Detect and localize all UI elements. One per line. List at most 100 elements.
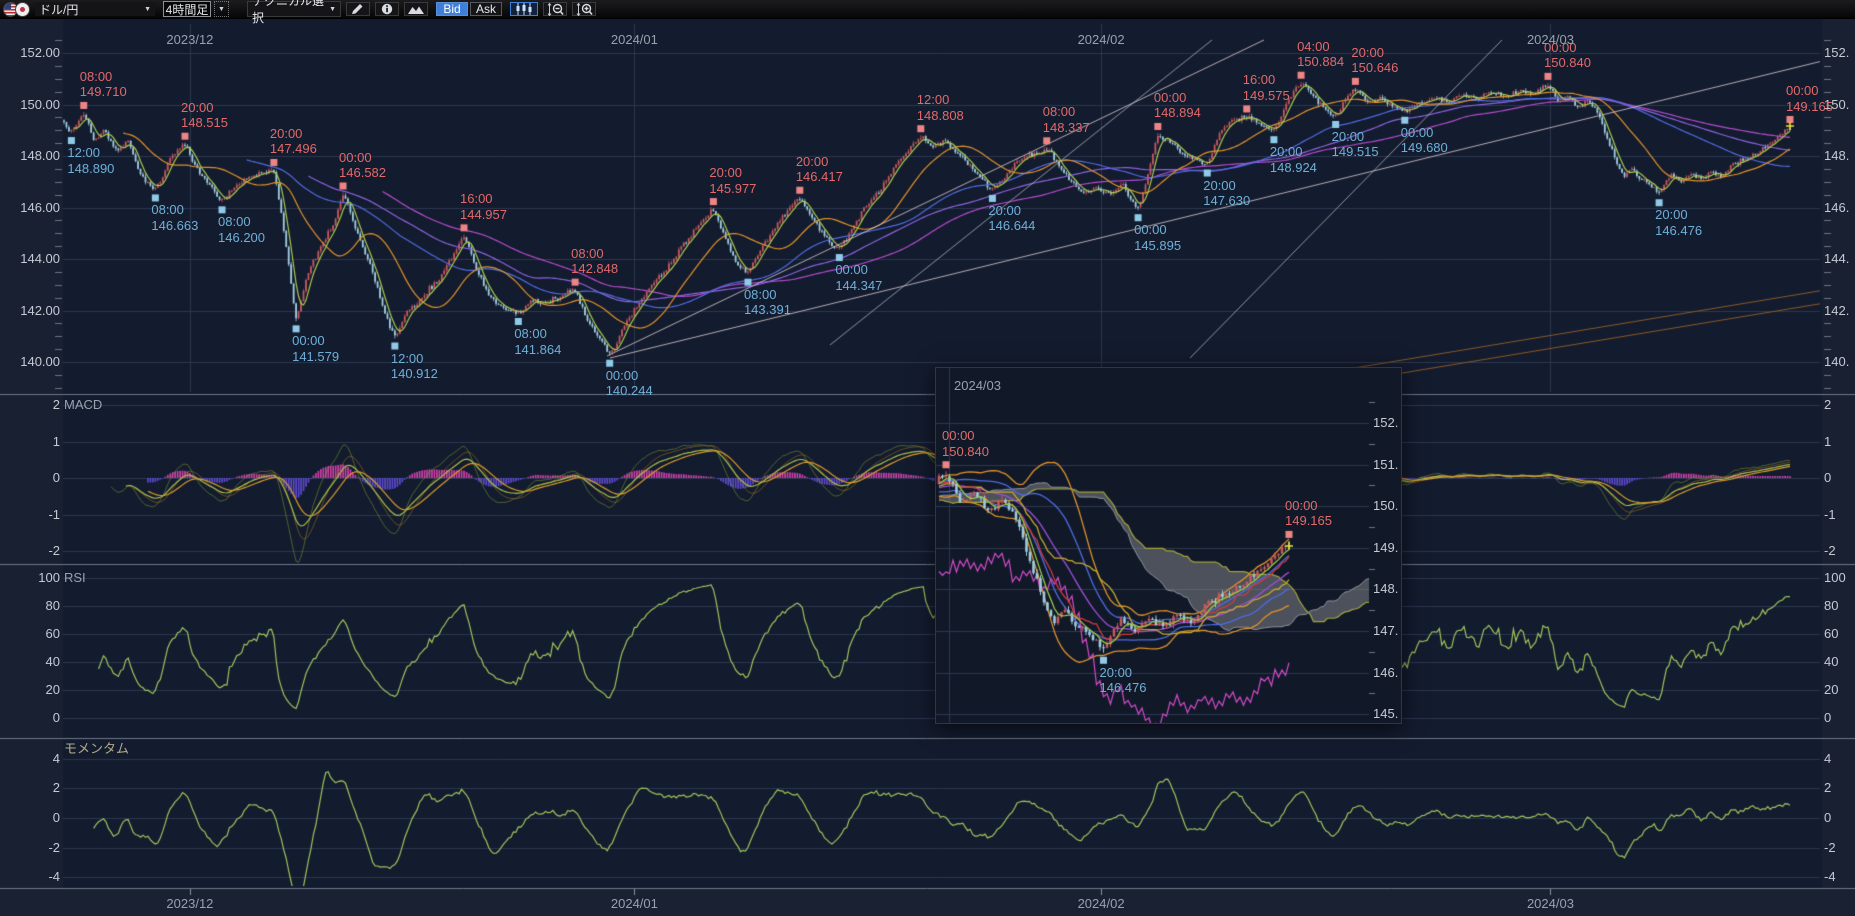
annotation-time: 08:00 (571, 245, 604, 261)
rsi-tick-label: 20 (45, 682, 60, 697)
candle-annotation: 20:00 150.646 (1351, 45, 1398, 76)
momentum-tick-label-right: 0 (1824, 810, 1832, 825)
annotation-price: 143.391 (743, 302, 791, 318)
annotation-price: 146.644 (988, 218, 1036, 234)
candle-annotation: 20:00 149.515 (1332, 129, 1379, 160)
timeframe-dropdown-button[interactable]: ▼ (214, 1, 229, 17)
annotation-time: 16:00 (460, 191, 493, 207)
macd-tick-label-right: 1 (1824, 433, 1832, 449)
inset-tick-label: 150. (1373, 498, 1399, 514)
chevron-down-icon: ▼ (329, 5, 336, 13)
candle-annotation: 00:00 149.165 (1786, 83, 1833, 114)
price-tick-label-right: 144. (1824, 251, 1850, 266)
annotation-time: 08:00 (79, 68, 113, 84)
candle-annotation: 12:00 148.808 (917, 92, 964, 123)
candle-chart-button[interactable] (510, 2, 538, 16)
draw-tool-button[interactable] (346, 2, 370, 16)
annotation-price: 149.680 (1400, 140, 1448, 156)
inset-tick-label: 147. (1373, 623, 1399, 638)
annotation-price: 146.417 (795, 169, 843, 185)
macd-tick-label-right: 2 (1824, 397, 1832, 412)
momentum-tick-label-right: 2 (1824, 780, 1832, 796)
price-tick-label-right: 148. (1824, 148, 1850, 163)
momentum-tick-label: -4 (48, 869, 60, 885)
rsi-pane-title: RSI (64, 570, 86, 585)
annotation-time: 00:00 (942, 428, 975, 444)
annotation-time: 00:00 (292, 333, 325, 349)
price-tick-label: 140.00 (20, 354, 60, 369)
annotation-time: 20:00 (1351, 44, 1384, 60)
ask-button[interactable]: Ask (470, 2, 502, 16)
candle-annotation: 08:00 148.337 (1043, 104, 1090, 135)
annotation-price: 142.848 (571, 261, 619, 277)
candle-annotation: 00:00 146.582 (339, 150, 386, 181)
momentum-tick-label: 2 (52, 780, 60, 796)
annotation-time: 20:00 (1203, 177, 1236, 193)
month-label-bottom: 2024/01 (610, 896, 658, 911)
inset-tick-label: 152. (1373, 415, 1399, 430)
macd-tick-label: 0 (52, 470, 60, 485)
rsi-tick-label-right: 80 (1824, 598, 1839, 613)
candle-annotation: 00:00 150.840 (942, 428, 989, 459)
annotation-price: 149.575 (1242, 87, 1290, 103)
annotation-price: 150.646 (1351, 60, 1399, 76)
bid-button[interactable]: Bid (436, 2, 468, 16)
candle-annotation: 20:00 147.496 (270, 126, 317, 157)
annotation-time: 20:00 (269, 125, 303, 141)
candle-annotation: 20:00 145.977 (709, 165, 756, 196)
annotation-time: 08:00 (218, 214, 251, 230)
month-label-bottom: 2024/03 (1526, 896, 1574, 911)
info-button[interactable] (375, 2, 399, 16)
macd-tick-label: 2 (52, 397, 60, 412)
technical-select-label: テクニカル選択 (252, 0, 325, 25)
annotation-time: 08:00 (1042, 104, 1076, 120)
candle-annotation: 00:00 148.894 (1154, 90, 1201, 121)
annotation-time: 20:00 (1269, 144, 1303, 160)
annotation-price: 146.476 (1099, 680, 1147, 696)
annotation-time: 00:00 (1153, 89, 1187, 105)
annotation-price: 147.496 (269, 141, 317, 157)
rsi-tick-label-right: 60 (1824, 626, 1839, 641)
area-chart-button[interactable] (404, 2, 428, 16)
annotation-time: 00:00 (1400, 124, 1434, 140)
inset-tick-label: 149. (1373, 539, 1399, 555)
macd-tick-label-right: -1 (1824, 506, 1836, 522)
info-icon (381, 3, 393, 15)
candle-annotation: 00:00 149.680 (1401, 125, 1448, 156)
annotation-price: 150.840 (942, 443, 989, 459)
candle-annotation: 08:00 141.864 (514, 326, 561, 357)
annotation-price: 146.200 (218, 229, 266, 245)
annotation-price: 150.840 (1543, 55, 1591, 71)
currency-pair-select[interactable]: ドル/円 ▼ (35, 2, 155, 17)
candle-annotation: 16:00 144.957 (460, 191, 507, 222)
annotation-price: 140.244 (605, 383, 653, 399)
month-label-top: 2024/01 (610, 32, 658, 47)
candle-annotation: 12:00 148.890 (67, 145, 114, 176)
annotation-time: 20:00 (180, 99, 214, 115)
momentum-pane-title: モメンタム (64, 741, 130, 756)
annotation-time: 20:00 (795, 153, 829, 169)
annotation-price: 148.924 (1269, 159, 1317, 175)
annotation-time: 00:00 (605, 367, 639, 383)
rsi-tick-label-right: 40 (1824, 654, 1839, 669)
inset-chart-canvas[interactable] (936, 368, 1401, 723)
zoom-in-button[interactable] (572, 2, 596, 16)
rsi-tick-label: 100 (38, 570, 60, 585)
timeframe-display[interactable]: 4時間足 (163, 1, 211, 17)
annotation-price: 146.663 (151, 217, 199, 233)
month-label-bottom: 2024/02 (1077, 896, 1125, 911)
annotation-price: 148.337 (1042, 119, 1090, 135)
inset-month-label: 2024/03 (954, 378, 1001, 393)
annotation-time: 12:00 (916, 92, 950, 108)
candle-annotation: 20:00 146.417 (796, 154, 843, 185)
month-label-top: 2023/12 (166, 32, 214, 47)
zoom-inset-window[interactable]: 2024/03 152. 151. 150. 149. 148. 147. 146. 145.… (935, 367, 1402, 724)
price-tick-label-right: 152. (1824, 45, 1850, 60)
technical-select-button[interactable]: テクニカル選択 ▼ (247, 0, 341, 25)
annotation-price: 148.894 (1153, 105, 1201, 121)
zoom-out-button[interactable] (543, 2, 567, 16)
annotation-price: 148.808 (916, 107, 964, 123)
annotation-price: 150.884 (1297, 54, 1345, 70)
